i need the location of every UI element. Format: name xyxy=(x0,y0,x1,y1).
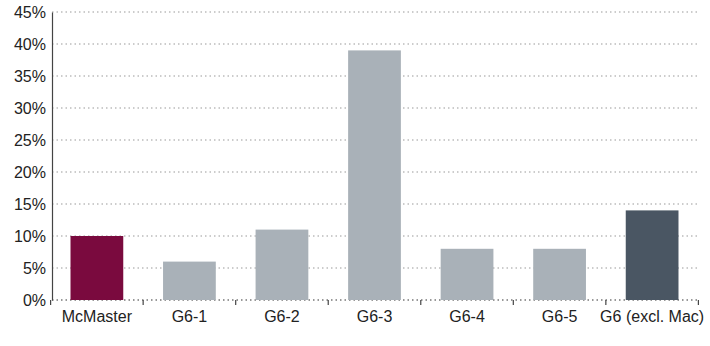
category-separator xyxy=(328,300,329,305)
y-tick: 30% xyxy=(14,100,52,117)
x-tick: G6-5 xyxy=(542,300,578,325)
y-tick-label: 5% xyxy=(23,260,46,277)
category-separator xyxy=(698,300,699,305)
grid-line xyxy=(52,11,697,12)
category-separator xyxy=(235,300,236,305)
y-tick-label: 30% xyxy=(14,100,46,117)
category-separator xyxy=(143,300,144,305)
y-tick: 40% xyxy=(14,36,52,53)
category-separator xyxy=(513,300,514,305)
x-tick: McMaster xyxy=(62,300,133,325)
x-tick-label: G6-2 xyxy=(264,308,300,325)
bar xyxy=(348,50,401,300)
y-tick-label: 40% xyxy=(14,36,46,53)
bar xyxy=(533,249,586,300)
bars xyxy=(71,50,679,300)
y-tick-label: 10% xyxy=(14,228,46,245)
bar xyxy=(256,230,309,300)
y-axis-line xyxy=(52,13,53,301)
category-separators xyxy=(51,300,699,305)
category-separator xyxy=(50,300,51,305)
x-tick: G6-3 xyxy=(357,300,393,325)
y-tick-label: 35% xyxy=(14,68,46,85)
y-tick-label: 20% xyxy=(14,164,46,181)
bar xyxy=(71,236,124,300)
y-tick-label: 0% xyxy=(23,292,46,309)
x-tick-label: McMaster xyxy=(62,308,133,325)
y-tick: 25% xyxy=(14,132,52,149)
x-tick-label: G6 (excl. Mac) xyxy=(600,308,704,325)
y-tick-label: 45% xyxy=(14,4,46,21)
category-separator xyxy=(420,300,421,305)
bar xyxy=(441,249,494,300)
grid-line xyxy=(52,43,697,44)
x-axis-line xyxy=(53,300,698,301)
category-separator xyxy=(605,300,606,305)
y-tick: 35% xyxy=(14,68,52,85)
x-tick-label: G6-3 xyxy=(357,308,393,325)
x-tick: G6-4 xyxy=(449,300,485,325)
y-tick: 0% xyxy=(23,292,52,309)
bar xyxy=(626,210,679,300)
x-tick-label: G6-1 xyxy=(172,308,208,325)
y-axis: 0% 5% 10% 15% 20% 25% 30% 35% 40% 45% xyxy=(14,4,53,309)
y-tick: 5% xyxy=(23,260,52,277)
y-tick: 20% xyxy=(14,164,52,181)
x-tick: G6-1 xyxy=(172,300,208,325)
x-axis: McMaster G6-1 G6-2 G6-3 G6-4 G6-5 G6 (excl. Ma… xyxy=(53,300,705,325)
chart: 0% 5% 10% 15% 20% 25% 30% 35% 40% 45% McMaster G6-1… xyxy=(0,0,710,346)
bar xyxy=(163,262,216,300)
x-tick-label: G6-4 xyxy=(449,308,485,325)
y-tick: 45% xyxy=(14,4,52,21)
y-tick: 10% xyxy=(14,228,52,245)
grid xyxy=(52,12,697,300)
y-tick-label: 15% xyxy=(14,196,46,213)
x-tick-label: G6-5 xyxy=(542,308,578,325)
x-tick: G6 (excl. Mac) xyxy=(600,300,704,325)
x-tick: G6-2 xyxy=(264,300,300,325)
y-tick: 15% xyxy=(14,196,52,213)
y-tick-label: 25% xyxy=(14,132,46,149)
